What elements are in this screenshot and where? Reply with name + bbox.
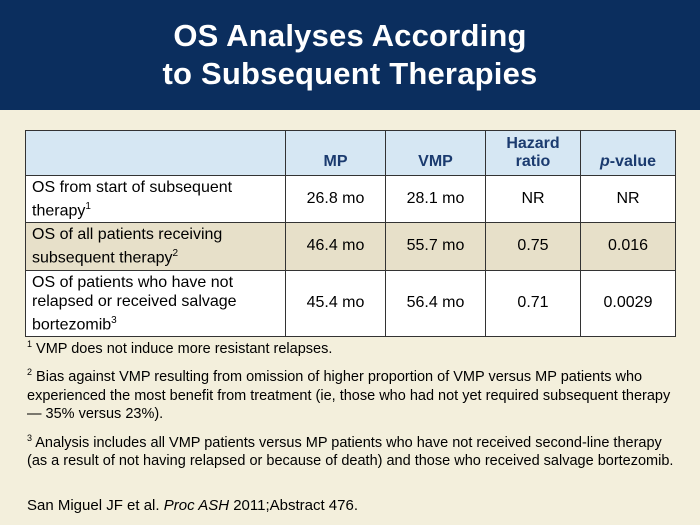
footnote-text: VMP does not induce more resistant relap… <box>36 340 333 357</box>
header-hazard-line2: ratio <box>515 153 551 170</box>
row-label-line1: OS of all patients receiving <box>32 226 223 244</box>
table-row: OS of patients who have not relapsed or r… <box>25 269 676 337</box>
slide-title-line-1: OS Analyses According <box>173 18 527 53</box>
row-label-line2: subsequent therapy <box>32 249 173 267</box>
header-empty <box>25 130 286 176</box>
title-banner: OS Analyses According to Subsequent Ther… <box>0 0 700 110</box>
row-label-line3: bortezomib <box>32 315 112 333</box>
footnote-number: 3 <box>27 432 33 443</box>
footnote-text: Bias against VMP resulting from omission… <box>27 369 671 423</box>
row-label-line1: OS of patients who have not <box>32 273 234 291</box>
row-label-line2: therapy <box>32 202 86 220</box>
header-mp: MP <box>285 130 386 176</box>
cell-p-value: 0.0029 <box>580 269 676 337</box>
footnote-1: 1 VMP does not induce more resistant rel… <box>27 335 677 358</box>
cell-hazard-ratio: 0.71 <box>485 269 581 337</box>
footnote-number: 2 <box>27 367 33 378</box>
cell-vmp: 28.1 mo <box>385 174 486 224</box>
header-p-value: p-value <box>580 130 676 176</box>
cell-p-value: 0.016 <box>580 222 676 271</box>
footnote-2: 2 Bias against VMP resulting from omissi… <box>27 363 677 423</box>
header-p-italic: p <box>599 153 610 170</box>
footnote-text: Analysis includes all VMP patients versu… <box>27 434 674 469</box>
cell-vmp: 56.4 mo <box>385 269 486 337</box>
row-label-line1: OS from start of subsequent <box>32 179 233 196</box>
cell-vmp: 55.7 mo <box>385 222 486 271</box>
cell-mp: 45.4 mo <box>285 269 386 337</box>
header-hazard-line1: Hazard <box>506 135 560 152</box>
row-label-line2: relapsed or received salvage <box>32 292 237 310</box>
footnote-ref: 3 <box>111 314 117 326</box>
row-label: OS of all patients receiving subsequent t… <box>25 222 286 271</box>
cell-mp: 26.8 mo <box>285 174 386 224</box>
header-p-rest: -value <box>609 153 657 170</box>
footnote-number: 1 <box>27 339 33 349</box>
cell-hazard-ratio: NR <box>485 174 581 224</box>
header-hazard-ratio: Hazard ratio <box>485 130 581 176</box>
header-vmp: VMP <box>385 130 486 176</box>
table-row: OS from start of subsequent therapy1 26.8… <box>25 174 676 224</box>
slide-title-line-2: to Subsequent Therapies <box>162 56 538 91</box>
citation-journal: Proc ASH <box>163 497 230 514</box>
row-label: OS from start of subsequent therapy1 <box>25 174 286 224</box>
citation-rest: 2011;Abstract 476. <box>229 497 359 514</box>
citation: San Miguel JF et al. Proc ASH 2011;Abstr… <box>27 497 358 514</box>
footnote-3: 3 Analysis includes all VMP patients ver… <box>27 429 677 471</box>
table-row: OS of all patients receiving subsequent t… <box>25 222 676 271</box>
cell-p-value: NR <box>580 174 676 224</box>
citation-authors: San Miguel JF et al. <box>27 497 164 514</box>
cell-hazard-ratio: 0.75 <box>485 222 581 271</box>
row-label: OS of patients who have not relapsed or r… <box>25 269 286 337</box>
footnote-ref: 2 <box>172 248 179 260</box>
os-analyses-table: MP VMP Hazard ratio p-value OS from star… <box>25 130 676 337</box>
table-header-row: MP VMP Hazard ratio p-value <box>25 130 676 176</box>
footnotes: 1 VMP does not induce more resistant rel… <box>27 335 677 475</box>
cell-mp: 46.4 mo <box>285 222 386 271</box>
footnote-ref: 1 <box>85 201 91 212</box>
